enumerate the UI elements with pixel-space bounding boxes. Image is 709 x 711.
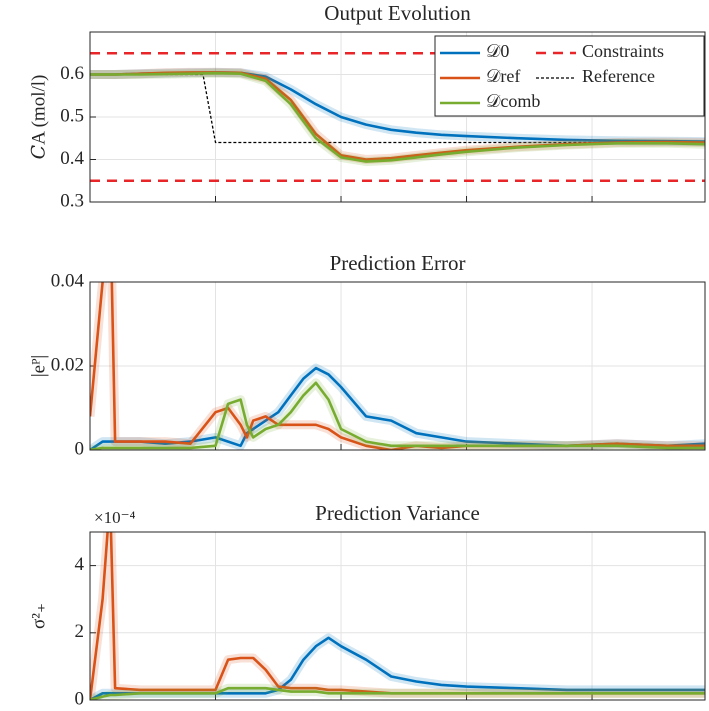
chart-title: Prediction Error — [330, 251, 466, 275]
series-line — [90, 71, 705, 163]
series-halo — [90, 282, 705, 450]
y-tick-label: 0.6 — [60, 63, 84, 84]
plot-area — [90, 52, 705, 182]
y-axis-label: σ²₊ — [28, 603, 49, 629]
series-line — [90, 282, 705, 450]
series-line — [90, 532, 705, 700]
axes-box — [89, 281, 706, 451]
series-halo — [90, 532, 705, 700]
chart-title: Prediction Variance — [315, 501, 480, 525]
legend-label: Constraints — [582, 41, 664, 61]
legend-label: 𝒟0 — [486, 41, 509, 61]
axes-box — [89, 31, 706, 203]
y-tick-label: 0 — [75, 688, 85, 709]
y-axis-label: |eᴾ| — [28, 355, 49, 377]
series-line — [90, 366, 705, 450]
legend-label: 𝒟comb — [486, 91, 540, 111]
series-line — [90, 686, 705, 700]
series-line — [90, 381, 705, 450]
plot-area — [90, 532, 705, 700]
y-axis-label: 𝐶A (mol/l) — [28, 75, 49, 160]
legend-label: 𝒟ref — [486, 66, 520, 86]
y-tick-label: 0.04 — [51, 270, 85, 291]
y-tick-label: 0.4 — [60, 148, 84, 169]
legend-label: Reference — [582, 66, 655, 86]
series-halo — [90, 363, 705, 450]
y-tick-label: 0.5 — [60, 105, 84, 126]
y-tick-label: 0.3 — [60, 190, 84, 211]
y-tick-label: 2 — [75, 621, 85, 642]
axes-box — [89, 531, 706, 701]
plot-area — [90, 282, 705, 450]
exponent-label: ×10⁻⁴ — [94, 508, 136, 527]
y-tick-label: 4 — [75, 554, 85, 575]
chart-title: Output Evolution — [324, 1, 471, 25]
y-tick-label: 0.02 — [51, 354, 84, 375]
y-tick-label: 0 — [75, 438, 85, 459]
